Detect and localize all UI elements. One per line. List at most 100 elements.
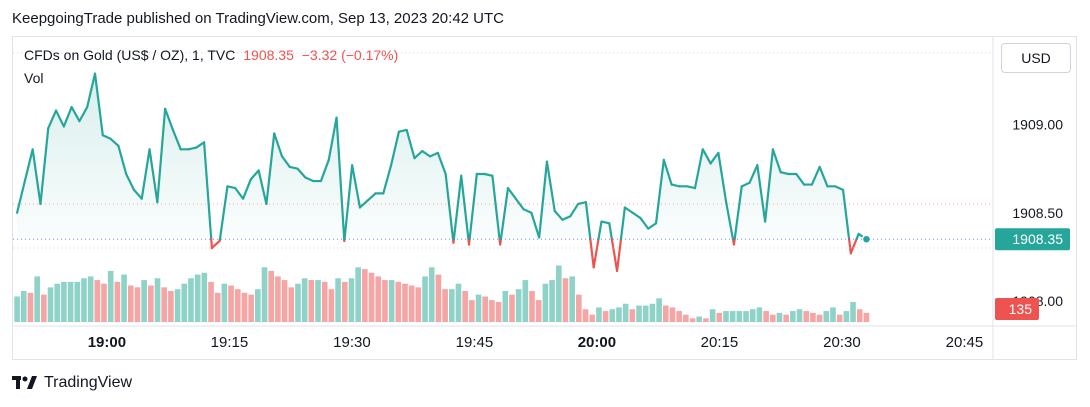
tradingview-logo-icon (12, 376, 37, 389)
price-line-segment (818, 165, 829, 188)
volume-bar (308, 280, 315, 322)
price-line-segment (693, 148, 704, 190)
price-line-segment (779, 171, 790, 176)
volume-bar (87, 276, 94, 322)
price-line-segment (390, 130, 400, 167)
price-line-segment (748, 164, 759, 184)
volume-bar (248, 294, 254, 322)
price-line-segment (257, 169, 268, 206)
price-line-segment (273, 132, 284, 158)
volume-bar (67, 281, 74, 322)
price-line-segment (468, 172, 478, 241)
volume-bar (749, 309, 756, 322)
price-line-segment (62, 105, 73, 128)
price-line-segment (514, 197, 525, 211)
volume-bar (836, 314, 843, 322)
volume-bar (121, 274, 127, 322)
price-line-segment (382, 164, 393, 195)
y-tick-label: 1908.50 (1012, 205, 1063, 221)
volume-bar (368, 272, 375, 322)
legend-row: CFDs on Gold (US$ / OZ), 1, TVC 1908.35 … (24, 47, 402, 63)
price-line-segment (764, 148, 775, 223)
price-line-segment (319, 158, 330, 183)
price-line-segment (210, 238, 213, 250)
price-line-segment (31, 148, 42, 206)
price-line-segment (849, 238, 858, 255)
volume-bar (74, 281, 81, 322)
volume-bar (355, 267, 361, 322)
price-line-segment (491, 174, 501, 241)
volume-bar (509, 294, 515, 322)
volume-bar (61, 281, 67, 322)
price-line-segment (241, 178, 252, 200)
price-line-segment (265, 132, 276, 206)
price-line-segment (615, 238, 623, 273)
y-tick-label: 1909.00 (1012, 117, 1063, 133)
volume-bar (823, 311, 830, 322)
volume-bar (796, 309, 803, 322)
volume-bar (214, 292, 221, 322)
volume-layer (14, 265, 870, 322)
volume-bar (208, 281, 214, 322)
price-line-segment (725, 201, 735, 241)
volume-bar (850, 301, 856, 322)
currency-button[interactable]: USD (1001, 43, 1071, 73)
volume-bar (328, 289, 335, 322)
price-line-segment (662, 158, 673, 186)
price-line-segment (78, 105, 89, 123)
volume-bar (535, 300, 542, 322)
price-line-segment (733, 185, 743, 241)
volume-bar (455, 283, 462, 322)
volume-bar (20, 291, 27, 322)
price-line-segment (140, 148, 151, 200)
price-line-segment (561, 215, 572, 221)
x-tick-label: 19:45 (456, 334, 494, 351)
price-line-segment (210, 239, 221, 250)
price-line-segment (226, 185, 237, 190)
volume-bar (549, 280, 555, 322)
price-line-segment (756, 164, 767, 223)
volume-bar (27, 292, 34, 322)
volume-bar (629, 309, 636, 322)
price-line-segment (304, 176, 315, 183)
volume-bar (141, 280, 147, 322)
price-line-segment (538, 160, 549, 239)
tradingview-logo[interactable]: TradingView (12, 374, 132, 392)
x-tick-label: 20:45 (946, 334, 984, 351)
price-line-segment (597, 220, 603, 241)
volume-bar (669, 307, 676, 322)
volume-bar (515, 289, 522, 322)
volume-bar (301, 278, 308, 322)
price-line-segment (795, 172, 806, 186)
price-line-segment (202, 141, 213, 241)
volume-bar (502, 291, 509, 322)
volume-bar (448, 289, 455, 322)
volume-bar (47, 287, 54, 322)
price-line-segment (608, 222, 613, 241)
volume-bar (696, 316, 703, 322)
price-line-segment (280, 155, 291, 169)
price-line-segment (23, 148, 34, 183)
price-line-segment (117, 144, 128, 176)
last-price-badge-label: 1908.35 (1012, 231, 1063, 247)
volume-bar (562, 278, 569, 322)
volume-bar (522, 280, 529, 322)
price-line-segment (86, 72, 97, 109)
volume-bar (194, 274, 201, 322)
volume-bar (622, 303, 629, 322)
volume-bar (442, 289, 448, 322)
price-line-segment (47, 109, 58, 130)
volume-bar (790, 311, 796, 322)
volume-bar (161, 287, 168, 322)
volume-bar (676, 311, 682, 322)
volume-bar (321, 281, 328, 322)
volume-bar (201, 272, 208, 322)
price-line-segment (125, 172, 136, 191)
volume-bar (783, 314, 789, 322)
price-line-segment (600, 220, 611, 225)
price-line-segment (15, 179, 26, 214)
volume-bar (234, 289, 241, 322)
volume-bar (268, 270, 275, 322)
price-line-segment (351, 164, 362, 209)
